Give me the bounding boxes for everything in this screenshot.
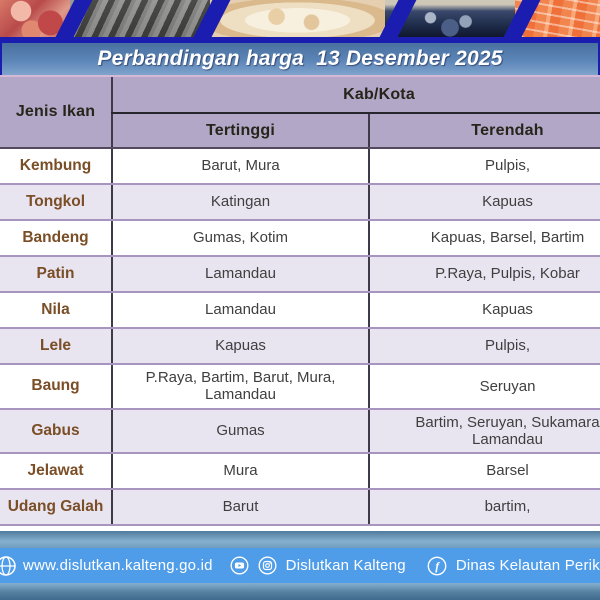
terendah-cell: Barsel: [367, 453, 600, 490]
tertinggi-cell: P.Raya, Bartim, Barut, Mura, Lamandau: [111, 364, 369, 410]
tertinggi-cell: Lamandau: [111, 292, 369, 329]
table-row: Kembung Barut, Mura Pulpis,: [0, 148, 600, 185]
table-row: Gabus Gumas Bartim, Seruyan, Sukamara La…: [0, 408, 600, 454]
tertinggi-cell: Kapuas: [111, 328, 369, 365]
tertinggi-cell: Lamandau: [111, 256, 369, 293]
table-row: Bandeng Gumas, Kotim Kapuas, Barsel, Bar…: [0, 220, 600, 257]
price-table-wrap: Jenis Ikan Kab/Kota Tertinggi Terendah K…: [0, 75, 600, 526]
website-url[interactable]: www.dislutkan.kalteng.go.id: [23, 557, 213, 574]
fish-name-cell: Udang Galah: [0, 489, 112, 526]
social-account-name[interactable]: Dislutkan Kalteng: [285, 557, 406, 574]
tertinggi-cell: Gumas: [111, 408, 369, 454]
fish-name-cell: Kembung: [0, 148, 112, 185]
tertinggi-cell: Gumas, Kotim: [111, 220, 369, 257]
table-row: Baung P.Raya, Bartim, Barut, Mura, Laman…: [0, 364, 600, 410]
dark-anchovy-photo: [70, 0, 210, 37]
fish-photo-strip: [0, 0, 600, 37]
tertinggi-cell: Katingan: [111, 184, 369, 221]
table-row: Jelawat Mura Barsel: [0, 453, 600, 490]
facebook-account-name[interactable]: Dinas Kelautan Perikanan Kalteng: [455, 557, 600, 574]
table-row: Lele Kapuas Pulpis,: [0, 328, 600, 365]
fish-name-cell: Patin: [0, 256, 112, 293]
tertinggi-cell: Barut: [111, 489, 369, 526]
table-row: Patin Lamandau P.Raya, Pulpis, Kobar: [0, 256, 600, 293]
youtube-icon[interactable]: [229, 555, 250, 576]
svg-text:f: f: [435, 559, 440, 573]
terendah-cell: Seruyan: [367, 364, 600, 410]
terendah-cell: Kapuas, Barsel, Bartim: [367, 220, 600, 257]
table-row: Tongkol Katingan Kapuas: [0, 184, 600, 221]
fish-name-cell: Gabus: [0, 408, 112, 454]
strip-bottom-border: [0, 37, 600, 41]
shrimp-plate-photo: [210, 0, 385, 37]
terendah-cell: Bartim, Seruyan, Sukamara Lamandau: [367, 408, 600, 454]
fish-name-cell: Tongkol: [0, 184, 112, 221]
column-header-tertinggi: Tertinggi: [111, 113, 369, 149]
footer-top-band: [0, 531, 600, 548]
terendah-cell: Kapuas: [367, 184, 600, 221]
facebook-icon[interactable]: f: [426, 555, 448, 577]
column-header-terendah: Terendah: [367, 113, 600, 149]
column-header-jenis-ikan: Jenis Ikan: [0, 77, 112, 149]
table-row: Udang Galah Barut bartim,: [0, 489, 600, 526]
terendah-cell: Pulpis,: [367, 328, 600, 365]
tertinggi-cell: Mura: [111, 453, 369, 490]
title-bar: Perbandingan harga 13 Desember 2025: [0, 41, 600, 75]
table-body: Kembung Barut, Mura Pulpis, Tongkol Kati…: [0, 148, 600, 526]
globe-icon: [0, 555, 16, 576]
tertinggi-cell: Barut, Mura: [111, 148, 369, 185]
instagram-icon[interactable]: [257, 555, 278, 576]
fish-name-cell: Lele: [0, 328, 112, 365]
terendah-cell: P.Raya, Pulpis, Kobar: [367, 256, 600, 293]
fish-name-cell: Baung: [0, 364, 112, 410]
page-title: Perbandingan harga 13 Desember 2025: [97, 47, 503, 70]
price-comparison-table: Jenis Ikan Kab/Kota Tertinggi Terendah K…: [0, 77, 600, 526]
footer-contact-strip: www.dislutkan.kalteng.go.id Dislutkan Ka…: [0, 548, 600, 583]
fish-name-cell: Jelawat: [0, 453, 112, 490]
terendah-cell: bartim,: [367, 489, 600, 526]
terendah-cell: Pulpis,: [367, 148, 600, 185]
table-row: Nila Lamandau Kapuas: [0, 292, 600, 329]
group-header-kab-kota: Kab/Kota: [110, 77, 600, 114]
terendah-cell: Kapuas: [367, 292, 600, 329]
footer-bottom-band: [0, 583, 600, 600]
footer: www.dislutkan.kalteng.go.id Dislutkan Ka…: [0, 531, 600, 600]
fish-name-cell: Bandeng: [0, 220, 112, 257]
fish-name-cell: Nila: [0, 292, 112, 329]
